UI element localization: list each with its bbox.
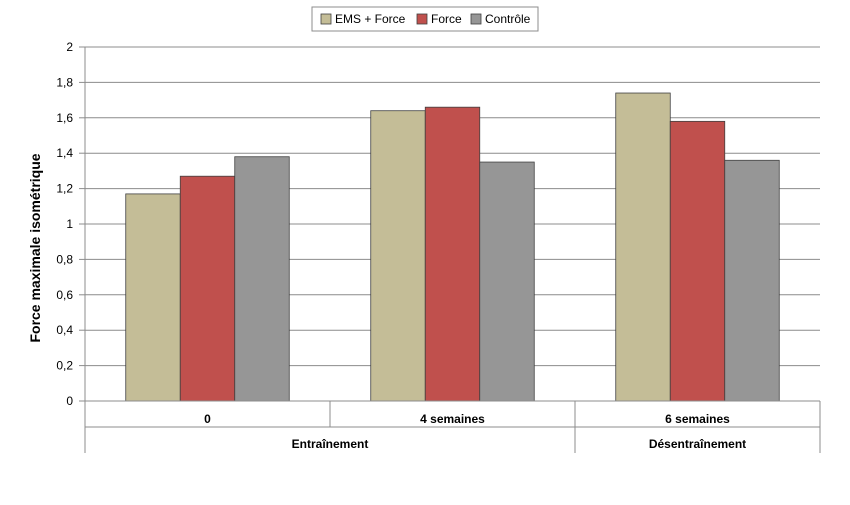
- x-category-label: 6 semaines: [665, 412, 730, 426]
- y-tick-label: 0,8: [56, 252, 73, 266]
- bar: [179, 175, 236, 402]
- bar: [370, 110, 426, 402]
- legend-swatch: [470, 13, 482, 25]
- legend-swatch: [416, 13, 428, 25]
- legend-label: Contrôle: [485, 12, 531, 26]
- y-tick-label: 0,2: [56, 359, 73, 373]
- bar: [424, 106, 481, 402]
- x-group-label: Désentraînement: [649, 437, 746, 451]
- y-tick-label: 1,4: [56, 146, 73, 160]
- axes: [79, 46, 821, 453]
- legend: EMS + Force Force Contrôle: [311, 6, 539, 32]
- bar: [125, 193, 181, 402]
- x-category-label: 4 semaines: [420, 412, 485, 426]
- y-tick-label: 0,4: [56, 323, 73, 337]
- bars: [125, 92, 780, 402]
- x-category-label: 0: [204, 412, 211, 426]
- x-group-label: Entraînement: [292, 437, 369, 451]
- legend-label: EMS + Force: [335, 12, 406, 26]
- y-tick-label: 1,6: [56, 111, 73, 125]
- y-tick-label: 0,6: [56, 288, 73, 302]
- x-category-labels: 0 4 semaines 6 semaines Entraînement Désentr…: [204, 412, 746, 451]
- bar: [479, 161, 535, 402]
- legend-swatch: [320, 13, 332, 25]
- bar: [669, 120, 726, 402]
- bar: [234, 156, 290, 402]
- y-tick-label: 1: [66, 217, 73, 231]
- bar: [615, 92, 671, 402]
- bar: [724, 159, 780, 402]
- y-axis-label: Force maximale isométrique: [27, 153, 43, 342]
- y-tick-label: 1,2: [56, 182, 73, 196]
- y-tick-label: 2: [66, 40, 73, 54]
- y-tick-label: 1,8: [56, 75, 73, 89]
- y-tick-label: 0: [66, 394, 73, 408]
- y-tick-labels: 0 0,2 0,4 0,6 0,8 1 1,2 1,4 1,6 1,8 2: [56, 40, 73, 408]
- legend-label: Force: [431, 12, 462, 26]
